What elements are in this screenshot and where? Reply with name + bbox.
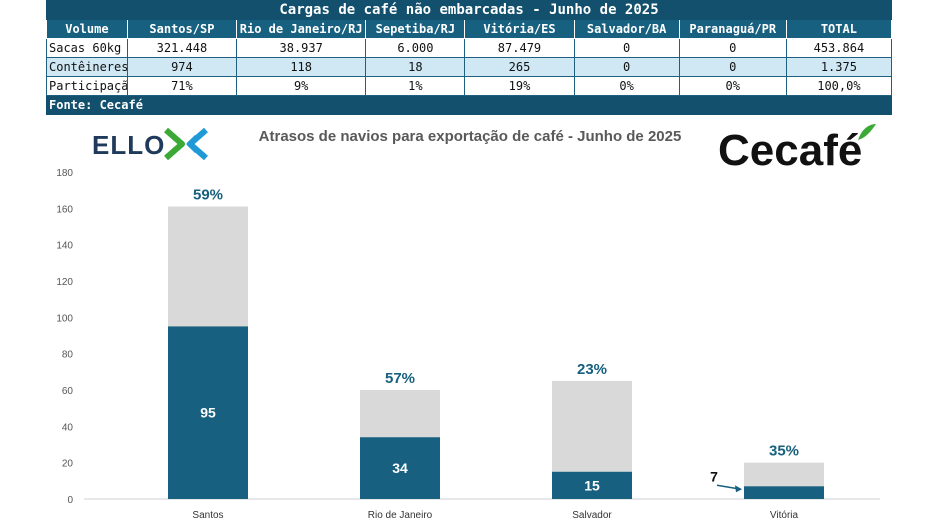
ello-logo-text: ELLO <box>92 130 165 160</box>
header-paranagua: Paranaguá/PR <box>678 19 787 39</box>
y-tick-label: 180 <box>56 168 73 179</box>
category-label: Vitória <box>770 510 799 521</box>
value-label: 7 <box>710 468 718 484</box>
table-cell: 87.479 <box>464 38 575 58</box>
chart-title: Atrasos de navios para exportação de caf… <box>259 128 682 145</box>
value-label: 15 <box>584 477 600 493</box>
table-source-row: Fonte: Cecafé <box>46 95 892 115</box>
y-tick-label: 60 <box>62 386 74 397</box>
bar-segment-dark <box>552 471 632 499</box>
table-cell: 38.937 <box>235 38 367 58</box>
table-title: Cargas de café não embarcadas - Junho de… <box>46 0 892 20</box>
percent-label: 35% <box>769 443 799 460</box>
y-tick-label: 0 <box>67 495 73 506</box>
table-cell: 0 <box>678 57 787 77</box>
table-cell: 0 <box>678 38 787 58</box>
y-tick-label: 40 <box>62 422 74 433</box>
y-tick-label: 160 <box>56 204 73 215</box>
bar-segment-dark <box>360 437 440 499</box>
y-tick-label: 120 <box>56 277 73 288</box>
table-cell: 0 <box>573 57 680 77</box>
y-axis: 0 20 40 60 80 100 120 140 160 180 <box>56 168 73 506</box>
bars: 59% 95 57% 34 23% 15 35% 7 <box>168 187 824 499</box>
table-cell: 0% <box>678 76 787 96</box>
percent-label: 57% <box>385 370 415 387</box>
table-cell: 18 <box>365 57 466 77</box>
category-label: Rio de Janeiro <box>368 510 433 521</box>
vitoria-value-arrow <box>716 484 742 493</box>
y-tick-label: 20 <box>62 459 74 470</box>
row-label: Participação <box>46 76 128 96</box>
table-cell: 100,0% <box>785 76 893 96</box>
row-label: Sacas 60kg <box>46 38 128 58</box>
bar-segment-dark <box>168 326 248 499</box>
bar-segment-dark <box>744 486 824 499</box>
cecafe-logo-text: Cecafé <box>718 126 862 175</box>
table-cell: 265 <box>464 57 575 77</box>
header-volume: Volume <box>46 19 128 39</box>
table-cell: 71% <box>126 76 238 96</box>
table-row: Participação 71% 9% 1% 19% 0% 0% 100,0% <box>46 76 893 96</box>
table-cell: 9% <box>235 76 367 96</box>
row-label: Contêineres <box>46 57 128 77</box>
y-tick-label: 100 <box>56 313 73 324</box>
percent-label: 23% <box>577 361 607 378</box>
table-title-row: Cargas de café não embarcadas - Junho de… <box>46 0 892 20</box>
cecafe-logo: Cecafé <box>718 124 876 175</box>
bar-segment-light <box>552 380 632 472</box>
header-rio: Rio de Janeiro/RJ <box>235 19 367 39</box>
table-cell: 19% <box>464 76 575 96</box>
table-header-row: Volume Santos/SP Rio de Janeiro/RJ Sepet… <box>46 19 893 39</box>
value-label: 34 <box>392 460 408 476</box>
table-cell: 6.000 <box>365 38 466 58</box>
table-row: Sacas 60kg 321.448 38.937 6.000 87.479 0… <box>46 38 893 58</box>
ello-logo: ELLO <box>92 127 208 161</box>
arrow-head-icon <box>735 485 742 493</box>
category-label: Santos <box>192 510 223 521</box>
header-vitoria: Vitória/ES <box>464 19 575 39</box>
value-label: 95 <box>200 405 216 421</box>
table-cell: 1.375 <box>785 57 893 77</box>
bar-segment-light <box>168 206 248 327</box>
y-tick-label: 140 <box>56 241 73 252</box>
y-tick-label: 80 <box>62 350 74 361</box>
table-cell: 974 <box>126 57 238 77</box>
header-santos: Santos/SP <box>126 19 238 39</box>
header-sepetiba: Sepetiba/RJ <box>365 19 466 39</box>
ello-x-mark-icon <box>164 127 208 161</box>
bar-segment-light <box>744 462 824 487</box>
x-axis: Santos Rio de Janeiro Salvador Vitória <box>192 510 798 521</box>
table-cell: 453.864 <box>785 38 893 58</box>
category-label: Salvador <box>572 510 612 521</box>
table-cell: 1% <box>365 76 466 96</box>
table-cell: 118 <box>235 57 367 77</box>
leaf-icon <box>858 124 876 140</box>
bar-segment-light <box>360 390 440 438</box>
table-source: Fonte: Cecafé <box>46 95 892 115</box>
header-total: TOTAL <box>785 19 893 39</box>
header-salvador: Salvador/BA <box>573 19 680 39</box>
table-cell: 321.448 <box>126 38 238 58</box>
table-cell: 0% <box>573 76 680 96</box>
cargo-table: Cargas de café não embarcadas - Junho de… <box>46 0 893 115</box>
table-cell: 0 <box>573 38 680 58</box>
stacked-bar-chart: ELLO Atrasos de navios para exportação d… <box>56 124 880 521</box>
table-row: Contêineres 974 118 18 265 0 0 1.375 <box>46 57 893 77</box>
percent-label: 59% <box>193 187 223 204</box>
